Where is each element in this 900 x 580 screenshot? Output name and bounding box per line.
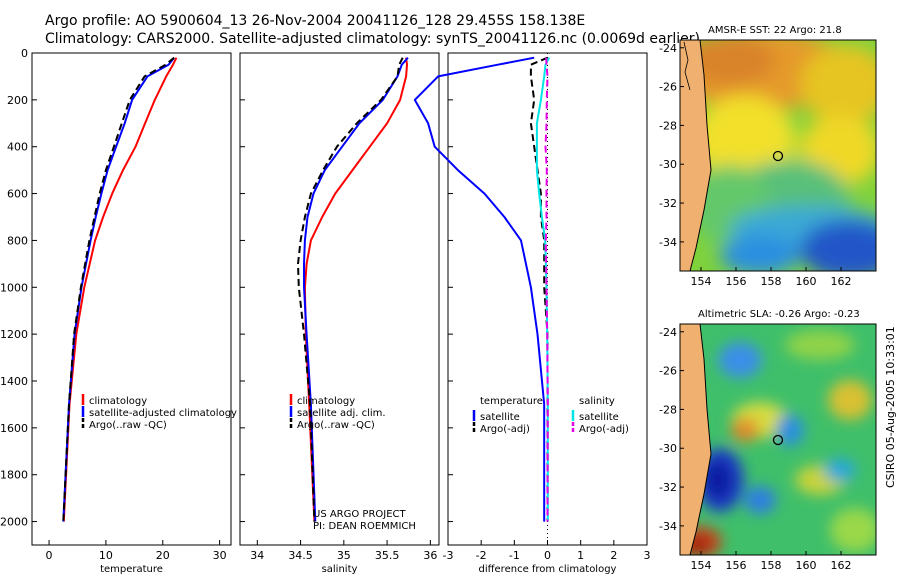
sla-map-title: Altimetric SLA: -0.26 Argo: -0.23 xyxy=(698,309,860,320)
series-line xyxy=(544,57,549,522)
y-tick-label: 600 xyxy=(7,188,28,201)
series-line xyxy=(62,57,175,522)
series-line xyxy=(413,56,546,522)
legend-group-title: salinity xyxy=(579,396,615,407)
sst-map: 154 156 158 160 162 -24 -26 -28 -30 -32 -34 xyxy=(659,39,877,288)
map-x-tick-label: 156 xyxy=(726,275,747,288)
x-tick-label: 0 xyxy=(46,549,53,562)
x-tick-label: -1 xyxy=(509,549,520,562)
map-x-tick-label: 160 xyxy=(796,559,817,572)
argo-position-marker xyxy=(772,150,784,162)
y-tick-label: 1400 xyxy=(0,375,28,388)
legend-group-title: temperature xyxy=(480,396,543,407)
y-tick-label: 1200 xyxy=(0,328,28,341)
y-tick-label: 800 xyxy=(7,234,28,247)
legend-label: Argo(..raw -QC) xyxy=(297,420,375,431)
map-x-tick-label: 158 xyxy=(761,275,782,288)
map-y-tick-label: -34 xyxy=(659,236,677,249)
map-x-tick-label: 156 xyxy=(726,559,747,572)
x-tick-label: 35.5 xyxy=(375,549,400,562)
series-line xyxy=(297,57,404,522)
sla-map: 154 156 158 160 162 -24 -26 -28 -30 -32 -34 xyxy=(659,323,877,572)
y-tick-label: 2000 xyxy=(0,516,28,529)
legend-label: satellite adj. clim. xyxy=(297,408,386,419)
x-tick-label: 2 xyxy=(610,549,617,562)
x-tick-label: 36 xyxy=(423,549,437,562)
map-y-tick-label: -28 xyxy=(659,403,677,416)
legend-label: Argo(-adj) xyxy=(480,424,530,435)
legend-label: satellite xyxy=(480,412,520,423)
timestamp-label: CSIRO 05-Aug-2005 10:33:01 xyxy=(884,326,897,488)
legend-label: Argo(..raw -QC) xyxy=(89,420,167,431)
temperature-profile-panel: 0 10 20 30 temperature 0 200 400 600 800 1000 1200 1… xyxy=(0,47,237,575)
map-y-tick-label: -32 xyxy=(659,481,677,494)
plot-frame xyxy=(239,52,440,546)
y-tick-label: 0 xyxy=(21,47,28,60)
x-tick-label: 30 xyxy=(213,549,227,562)
x-tick-label: -3 xyxy=(443,549,454,562)
map-x-tick-label: 158 xyxy=(761,559,782,572)
x-axis-label: salinity xyxy=(322,564,358,575)
legend-label: satellite-adjusted climatology xyxy=(89,408,237,419)
x-tick-label: -2 xyxy=(476,549,487,562)
legend-label: climatology xyxy=(297,396,355,407)
map-y-tick-label: -26 xyxy=(659,365,677,378)
argo-position-marker xyxy=(772,434,784,446)
map-x-tick-label: 160 xyxy=(796,275,817,288)
map-y-tick-label: -32 xyxy=(659,197,677,210)
legend-label: Argo(-adj) xyxy=(579,424,629,435)
x-axis-label: temperature xyxy=(100,564,163,575)
map-x-tick-label: 162 xyxy=(831,275,852,288)
map-y-tick-label: -30 xyxy=(659,442,677,455)
y-tick-label: 1800 xyxy=(0,469,28,482)
x-tick-label: 1 xyxy=(577,549,584,562)
map-y-tick-label: -30 xyxy=(659,158,677,171)
legend-label: satellite xyxy=(579,412,619,423)
map-y-tick-label: -24 xyxy=(659,42,677,55)
y-tick-label: 400 xyxy=(7,141,28,154)
series-line xyxy=(62,56,175,522)
series-line xyxy=(303,57,409,522)
difference-profile-panel: -3 -2 -1 0 1 2 3 difference from climatology tem… xyxy=(413,52,651,575)
x-tick-label: 20 xyxy=(156,549,170,562)
x-tick-label: 34.5 xyxy=(288,549,313,562)
project-annotation: PI: DEAN ROEMMICH xyxy=(313,521,416,532)
legend-label: climatology xyxy=(89,396,147,407)
map-y-tick-label: -24 xyxy=(659,326,677,339)
x-tick-label: 34 xyxy=(250,549,264,562)
map-x-tick-label: 162 xyxy=(831,559,852,572)
series-line xyxy=(62,57,178,522)
x-tick-label: 35 xyxy=(337,549,351,562)
sst-map-title: AMSR-E SST: 22 Argo: 21.8 xyxy=(708,25,842,36)
project-annotation: US ARGO PROJECT xyxy=(313,509,407,520)
map-x-tick-label: 154 xyxy=(691,275,712,288)
x-tick-label: 10 xyxy=(99,549,113,562)
map-y-tick-label: -28 xyxy=(659,119,677,132)
x-tick-label: 3 xyxy=(644,549,651,562)
y-tick-label: 200 xyxy=(7,94,28,107)
plot-frame xyxy=(31,52,232,546)
map-y-tick-label: -26 xyxy=(659,81,677,94)
y-tick-label: 1600 xyxy=(0,422,28,435)
map-y-tick-label: -34 xyxy=(659,520,677,533)
x-axis-label: difference from climatology xyxy=(479,564,617,575)
map-x-tick-label: 154 xyxy=(691,559,712,572)
profile-title: Argo profile: AO 5900604_13 26-Nov-2004 … xyxy=(45,13,586,29)
salinity-profile-panel: 34 34.5 35 35.5 36 salinity climatologysatelli… xyxy=(239,52,440,575)
climatology-title: Climatology: CARS2000. Satellite-adjuste… xyxy=(45,31,700,47)
y-tick-label: 1000 xyxy=(0,281,28,294)
x-tick-label: 0 xyxy=(544,549,551,562)
